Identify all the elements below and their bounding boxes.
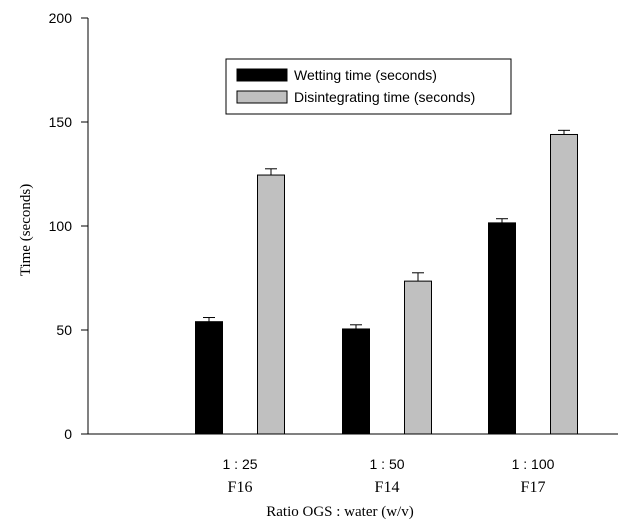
y-tick-label: 200	[49, 10, 73, 26]
y-tick-label: 0	[64, 426, 72, 442]
bar-wetting	[342, 328, 370, 435]
y-tick-label: 150	[49, 114, 73, 130]
y-axis-title: Time (seconds)	[18, 184, 34, 276]
legend-label-disintegrating: Disintegrating time (seconds)	[294, 89, 475, 105]
bars	[195, 129, 578, 435]
category-sublabel: F14	[375, 479, 400, 496]
legend-swatch-wetting	[236, 68, 288, 82]
bar-disintegrating	[550, 133, 578, 435]
x-axis-title: Ratio OGS : water (w/v)	[266, 504, 413, 520]
legend-box	[225, 58, 512, 115]
bar-wetting	[488, 222, 516, 435]
legend: Wetting time (seconds) Disintegrating ti…	[225, 58, 512, 115]
legend-swatch-disintegrating	[236, 90, 288, 104]
bar-disintegrating	[404, 280, 432, 435]
category-label: 1 : 100	[512, 456, 555, 472]
bar-disintegrating	[257, 174, 285, 435]
bar-wetting	[195, 321, 223, 435]
y-ticks: 0 50 100 150 200	[49, 10, 88, 442]
category-label: 1 : 50	[369, 456, 404, 472]
category-labels: 1 : 25 F16 1 : 50 F14 1 : 100 F17	[222, 456, 554, 496]
y-tick-label: 100	[49, 218, 73, 234]
category-label: 1 : 25	[222, 456, 257, 472]
legend-label-wetting: Wetting time (seconds)	[294, 67, 437, 83]
category-sublabel: F16	[228, 479, 253, 496]
category-sublabel: F17	[521, 479, 546, 496]
y-tick-label: 50	[56, 322, 72, 338]
